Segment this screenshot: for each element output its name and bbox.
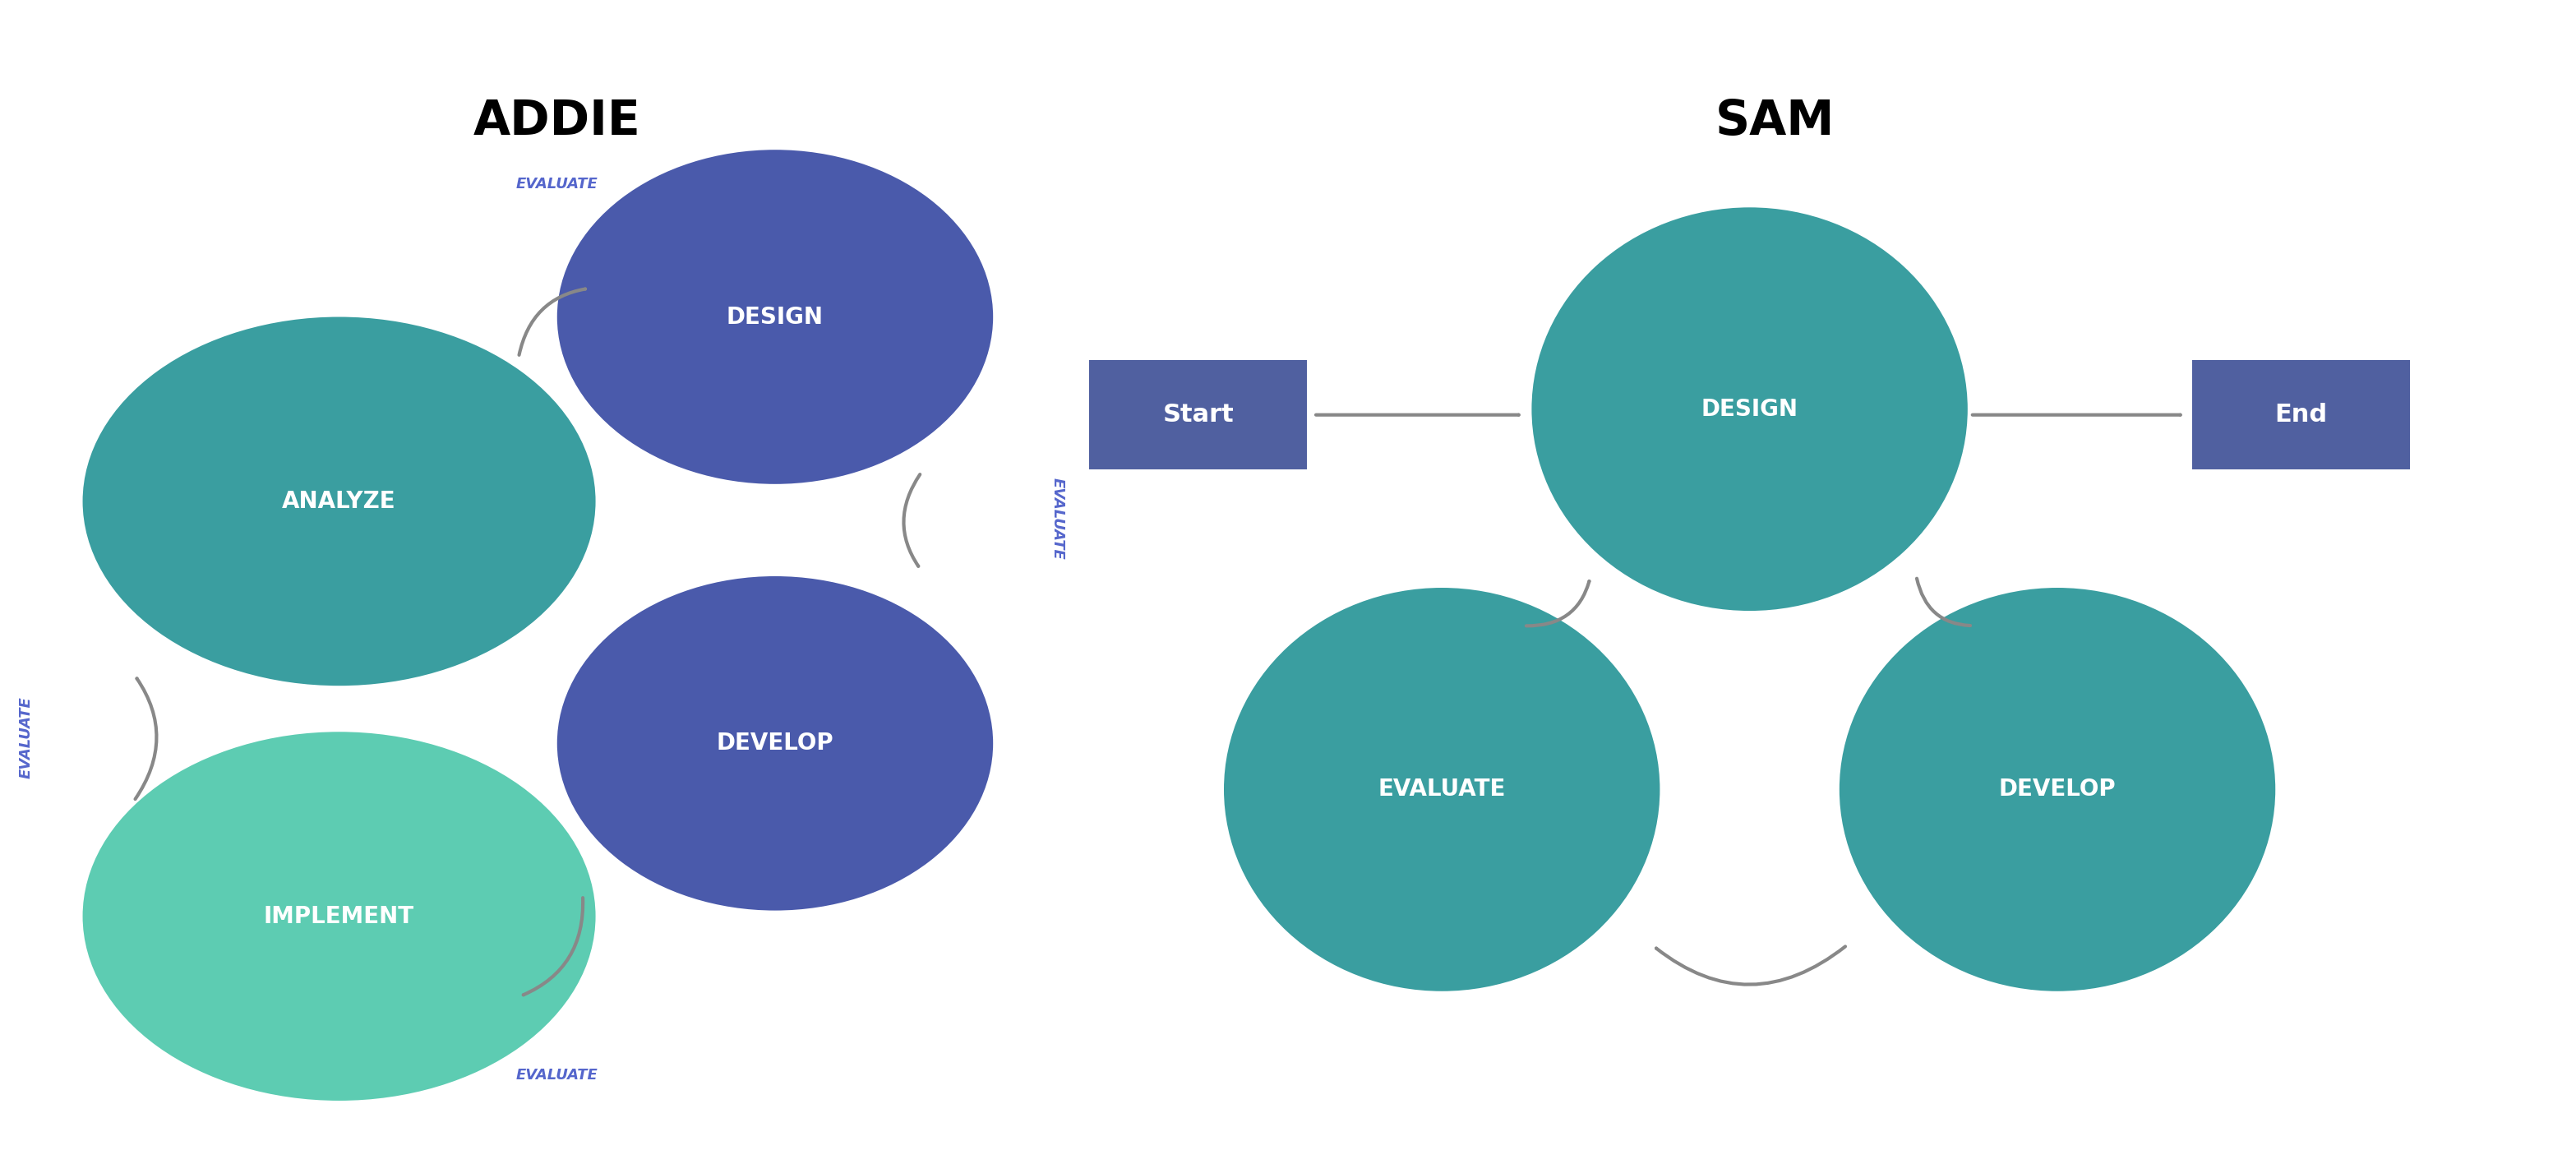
FancyBboxPatch shape bbox=[1090, 360, 1306, 469]
Text: EVALUATE: EVALUATE bbox=[18, 696, 33, 779]
Text: DEVELOP: DEVELOP bbox=[1999, 778, 2115, 801]
FancyArrowPatch shape bbox=[1917, 579, 1971, 625]
FancyArrowPatch shape bbox=[523, 897, 582, 995]
Text: SAM: SAM bbox=[1716, 98, 1834, 144]
Ellipse shape bbox=[82, 317, 595, 686]
FancyBboxPatch shape bbox=[2192, 360, 2411, 469]
Text: DESIGN: DESIGN bbox=[1700, 398, 1798, 420]
Text: ANALYZE: ANALYZE bbox=[283, 490, 397, 513]
Text: EVALUATE: EVALUATE bbox=[515, 177, 598, 192]
FancyArrowPatch shape bbox=[1656, 946, 1844, 985]
Text: IMPLEMENT: IMPLEMENT bbox=[263, 904, 415, 928]
Ellipse shape bbox=[556, 576, 994, 910]
Text: DESIGN: DESIGN bbox=[726, 305, 824, 328]
Text: ADDIE: ADDIE bbox=[474, 98, 641, 144]
FancyArrowPatch shape bbox=[134, 679, 157, 800]
FancyArrowPatch shape bbox=[520, 289, 585, 355]
Ellipse shape bbox=[1839, 588, 2275, 992]
Text: EVALUATE: EVALUATE bbox=[1378, 778, 1507, 801]
Text: EVALUATE: EVALUATE bbox=[515, 1067, 598, 1083]
Ellipse shape bbox=[82, 732, 595, 1101]
FancyArrowPatch shape bbox=[904, 475, 920, 566]
Ellipse shape bbox=[1224, 588, 1659, 992]
Text: Start: Start bbox=[1162, 403, 1234, 427]
FancyArrowPatch shape bbox=[1525, 581, 1589, 626]
Text: EVALUATE: EVALUATE bbox=[1051, 477, 1064, 560]
Ellipse shape bbox=[556, 150, 994, 484]
Ellipse shape bbox=[1533, 207, 1968, 611]
Text: End: End bbox=[2275, 403, 2326, 427]
Text: DEVELOP: DEVELOP bbox=[716, 732, 835, 755]
